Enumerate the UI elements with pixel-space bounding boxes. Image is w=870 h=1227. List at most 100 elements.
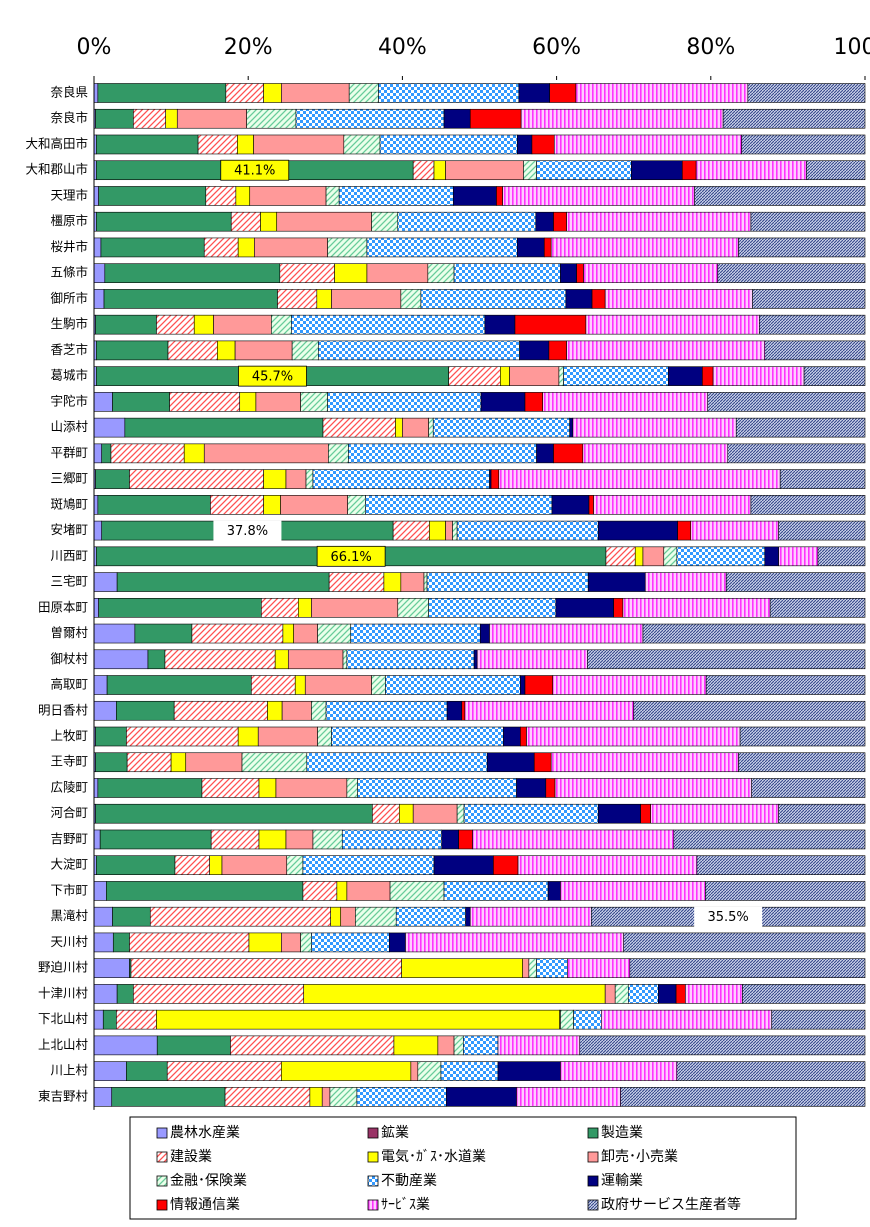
bar-segment (356, 1087, 447, 1107)
row-label: 生駒市 (50, 316, 88, 331)
bar-segment (644, 572, 727, 592)
bar-segment (542, 392, 709, 412)
bar-segment (133, 984, 305, 1004)
row-label: 王寺町 (50, 754, 88, 769)
bar-segment (156, 1035, 231, 1056)
bar-segment (165, 108, 178, 129)
bar-segment (366, 237, 518, 258)
bar-segment (536, 958, 568, 978)
row-label: 大和郡山市 (25, 162, 88, 177)
row-label: 五條市 (50, 265, 88, 280)
bar-segment (97, 83, 227, 103)
bar-segment (497, 1035, 581, 1056)
bar-segment (300, 392, 328, 412)
bar-segment (93, 520, 103, 541)
bar-segment (309, 1087, 323, 1107)
bar-segment (201, 778, 260, 798)
bar-segment (764, 340, 866, 361)
bar-segment (93, 495, 99, 515)
x-tick-label: 60% (532, 35, 581, 60)
bar-segment (523, 160, 537, 181)
bar-segment (255, 392, 301, 412)
bar-segment (469, 108, 522, 129)
bar-segment (311, 700, 327, 721)
bar-segment (484, 314, 516, 335)
bar-segment (555, 597, 614, 618)
bar-segment (372, 803, 400, 824)
bar-segment (263, 83, 282, 103)
bar-segment (93, 932, 114, 953)
bar-segment (633, 700, 866, 721)
bar-segment (497, 1061, 561, 1081)
bar-segment (149, 906, 331, 927)
bar-segment (93, 778, 99, 798)
bar-segment (399, 803, 414, 824)
bar-segment (285, 469, 307, 489)
row-label: 御所市 (50, 290, 88, 305)
bar-segment (126, 752, 172, 773)
bar-segment (317, 726, 332, 747)
row-label: 安堵町 (50, 522, 88, 537)
bar-segment (95, 803, 373, 824)
bar-segment (193, 314, 214, 335)
bar-segment (237, 726, 259, 747)
legend-label: 鉱業 (381, 1124, 409, 1141)
bar-segment (445, 160, 524, 181)
bar-segment (516, 134, 533, 155)
bar-segment (443, 881, 549, 901)
bar-segment (263, 495, 281, 515)
bar-segment (400, 289, 422, 309)
bar-segment (116, 984, 134, 1004)
bar-segment (348, 443, 537, 464)
value-label-box (220, 159, 290, 181)
x-tick-label: 100% (834, 35, 870, 60)
row-label: 斑鳩町 (50, 496, 88, 511)
bar-segment (440, 1061, 499, 1081)
bar-segment (563, 366, 669, 386)
legend-label: 電気･ｶﾞｽ･水道業 (381, 1149, 486, 1165)
bar-segment (456, 520, 599, 541)
bar-segment (279, 263, 335, 283)
row-label: 大淀町 (50, 857, 88, 872)
bar-segment (116, 700, 175, 721)
bar-segment (490, 469, 500, 489)
bar-segment (93, 1009, 104, 1030)
bar-segment (166, 1061, 282, 1081)
bar-segment (271, 314, 292, 335)
bar-segment (147, 649, 166, 670)
bar-segment (167, 340, 218, 361)
bar-segment (311, 597, 399, 618)
bar-segment (106, 881, 304, 901)
bar-segment (548, 340, 567, 361)
bar-segment (111, 1087, 226, 1107)
bar-segment (96, 855, 176, 876)
bar-segment (605, 546, 636, 567)
bar-segment (93, 443, 103, 464)
bar-segment (112, 932, 130, 953)
bar-segment (106, 675, 252, 695)
bar-segment (311, 932, 390, 953)
bar-segment (95, 314, 157, 335)
bar-segment (533, 752, 552, 773)
bar-segment (552, 675, 707, 695)
bar-segment (93, 392, 113, 412)
bar-segment (285, 829, 314, 850)
bar-segment (453, 1035, 464, 1056)
bar-segment (203, 237, 239, 258)
row-label: 十津川村 (38, 985, 89, 1000)
value-label: 41.1% (234, 164, 275, 179)
bar-segment (623, 932, 866, 953)
bar-segment (293, 623, 318, 644)
row-label: 桜井市 (50, 239, 88, 254)
bar-segment (246, 108, 297, 129)
bar-segment (565, 289, 593, 309)
row-label: 黒滝村 (50, 908, 88, 923)
bar-segment (316, 289, 332, 309)
legend-label: 情報通信業 (170, 1197, 240, 1213)
bar-segment (389, 881, 445, 901)
bar-segment (531, 134, 555, 155)
bar-segment (587, 572, 646, 592)
row-label: 吉野町 (50, 831, 88, 846)
bar-segment (464, 700, 635, 721)
bar-segment (379, 134, 518, 155)
